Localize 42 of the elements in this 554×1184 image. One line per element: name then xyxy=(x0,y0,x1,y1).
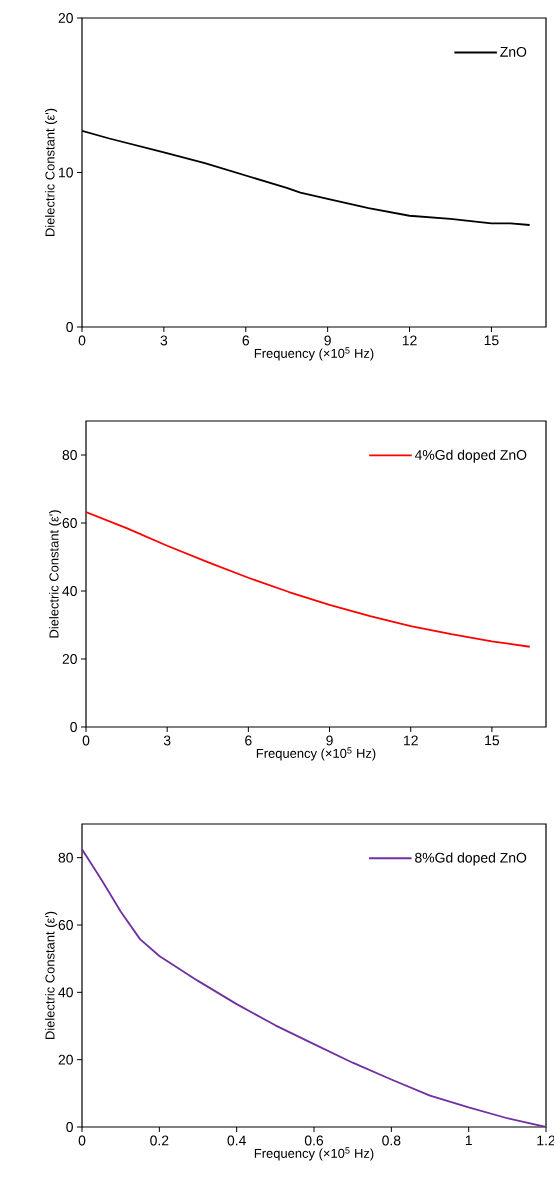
x-tick-label: 3 xyxy=(163,735,171,746)
y-tick-label: 20 xyxy=(58,1054,73,1065)
y-tick-label: 0 xyxy=(70,722,77,732)
x-tick-label: 1 xyxy=(465,1135,472,1146)
x-tick-label: 9 xyxy=(324,335,331,346)
x-tick-label: 0 xyxy=(82,735,90,746)
x-tick-label: 6 xyxy=(242,335,250,346)
x-tick-label: 0.2 xyxy=(150,1135,169,1146)
y-tick-label: 60 xyxy=(62,518,77,528)
y-tick-label: 20 xyxy=(58,13,73,23)
legend-label: ZnO xyxy=(500,46,527,57)
x-tick-label: 6 xyxy=(245,735,252,746)
line-series xyxy=(82,848,547,1127)
y-axis-title: Dielectric Constant (ε') xyxy=(49,510,62,638)
y-tick-label: 0 xyxy=(66,322,73,332)
y-axis-title: Dielectric Constant (ε') xyxy=(45,911,58,1040)
y-tick-label: 10 xyxy=(59,167,73,178)
x-tick-label: 0.6 xyxy=(304,1135,324,1146)
x-tick-label: 15 xyxy=(484,335,499,346)
x-tick-label: 3 xyxy=(160,335,168,346)
y-axis-title: Dielectric Constant (ε') xyxy=(45,108,58,237)
y-tick-label: 40 xyxy=(58,987,73,998)
legend-label: 8%Gd doped ZnO xyxy=(415,852,527,866)
x-tick-label: 0 xyxy=(78,335,86,346)
x-tick-label: 0.8 xyxy=(382,1135,401,1146)
x-tick-label: 0.4 xyxy=(227,1135,246,1146)
x-axis-title: Frequency (×10$^{5}$ Hz) xyxy=(254,1147,374,1161)
x-tick-label: 12 xyxy=(402,335,417,346)
y-tick-label: 60 xyxy=(58,920,73,930)
x-tick-label: 0 xyxy=(78,1135,86,1146)
legend-label: 4%Gd doped ZnO xyxy=(414,449,527,463)
x-axis-title: Frequency (×10$^{5}$ Hz) xyxy=(256,747,376,761)
line-series xyxy=(86,511,531,648)
y-tick-label: 80 xyxy=(58,852,73,863)
y-tick-label: 20 xyxy=(62,654,77,664)
x-axis-title: Frequency (×10$^{5}$ Hz) xyxy=(254,347,374,361)
y-tick-label: 80 xyxy=(62,450,77,460)
y-tick-label: 40 xyxy=(62,586,77,596)
x-tick-label: 12 xyxy=(404,735,418,746)
y-tick-label: 0 xyxy=(66,1122,73,1132)
x-tick-label: 9 xyxy=(326,735,333,746)
x-tick-label: 15 xyxy=(485,735,500,746)
